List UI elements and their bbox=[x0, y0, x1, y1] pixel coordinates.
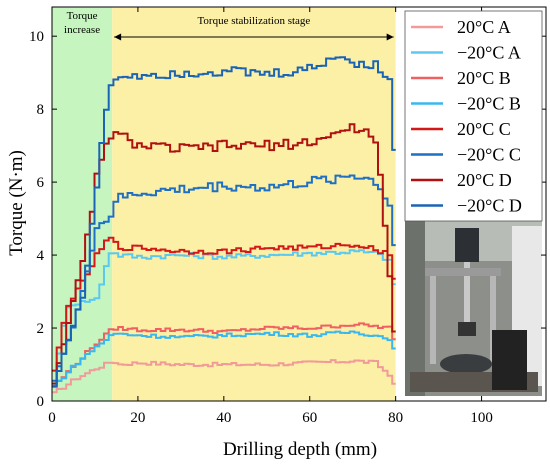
y-tick-label: 6 bbox=[37, 175, 45, 191]
y-tick-label: 2 bbox=[37, 321, 45, 337]
y-tick-label: 10 bbox=[29, 29, 44, 45]
legend-label: −20°C D bbox=[457, 196, 522, 216]
series-line-0 bbox=[52, 359, 396, 394]
arrow-head-right bbox=[386, 33, 394, 41]
x-tick-label: 100 bbox=[470, 410, 493, 426]
y-tick-label: 0 bbox=[37, 394, 45, 410]
series-line-4 bbox=[52, 236, 396, 372]
series-lines bbox=[52, 56, 396, 394]
y-tick-label: 8 bbox=[37, 102, 45, 118]
stage-region-1 bbox=[112, 7, 396, 401]
series-line-3 bbox=[52, 330, 396, 388]
legend-label: −20°C C bbox=[457, 145, 521, 165]
legend-label: 20°C D bbox=[457, 170, 512, 190]
series-line-7 bbox=[52, 56, 396, 388]
x-tick-label: 0 bbox=[48, 410, 56, 426]
x-tick-label: 40 bbox=[216, 410, 231, 426]
legend-label: −20°C A bbox=[457, 43, 521, 63]
drilling-rig-photo bbox=[405, 221, 542, 396]
x-tick-label: 80 bbox=[388, 410, 403, 426]
x-tick-label: 60 bbox=[302, 410, 317, 426]
labels: Drilling depth (mm) Torque (N·m) bbox=[6, 150, 377, 460]
legend: 20°C A −20°C A 20°C B −20°C B 20°C C −20°C C 2… bbox=[404, 10, 543, 222]
y-tick-label: 4 bbox=[37, 248, 45, 264]
series-line-6 bbox=[52, 123, 396, 385]
legend-label: 20°C B bbox=[457, 68, 511, 88]
legend-box bbox=[404, 10, 543, 222]
stage-label-stabilization: Torque stabilization stage bbox=[197, 15, 310, 27]
axes: 0 20 40 60 80 100 0 2 4 6 8 10 Torque increase Torque … bbox=[29, 6, 547, 426]
plot-frame bbox=[51, 6, 547, 402]
series-line-2 bbox=[52, 322, 396, 388]
legend-label: 20°C C bbox=[457, 119, 511, 139]
series-line-5 bbox=[52, 174, 396, 382]
x-tick-label: 20 bbox=[130, 410, 145, 426]
stage-label-increase-2: increase bbox=[64, 24, 100, 36]
y-axis-label: Torque (N·m) bbox=[6, 150, 27, 256]
x-axis-label: Drilling depth (mm) bbox=[223, 439, 377, 460]
legend-label: 20°C A bbox=[457, 17, 511, 37]
legend-label: −20°C B bbox=[457, 94, 521, 114]
stage-label-increase: Torque bbox=[67, 10, 98, 22]
series-line-1 bbox=[52, 249, 396, 386]
arrow-head-left bbox=[114, 33, 122, 41]
stage-backgrounds bbox=[52, 7, 396, 401]
